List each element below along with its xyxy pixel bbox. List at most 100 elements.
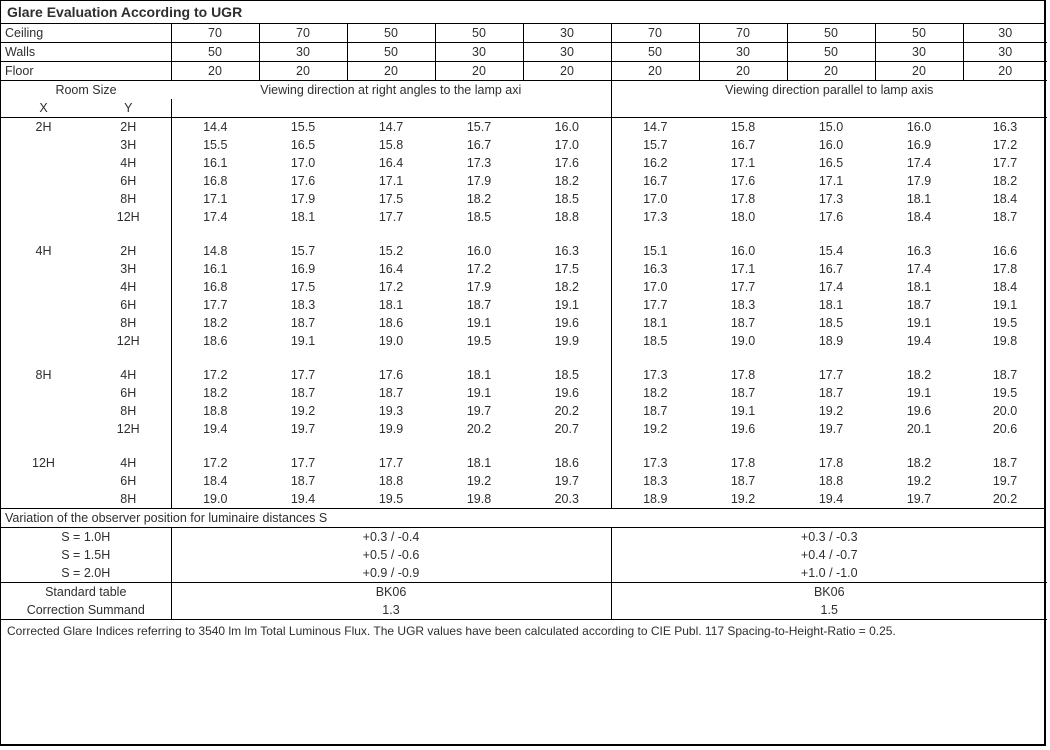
ugr-value-parallel: 18.2 (963, 172, 1047, 190)
variation-value-parallel: +0.3 / -0.3 (611, 528, 1047, 546)
ugr-value-parallel: 18.8 (787, 472, 875, 490)
ugr-value-right: 19.3 (347, 402, 435, 420)
ugr-value-right: 17.7 (347, 454, 435, 472)
y-value: 6H (86, 384, 171, 402)
data-row: 3H16.116.916.417.217.516.317.116.717.417… (1, 260, 1047, 278)
header-row: Walls50305030305030503030 (1, 43, 1047, 62)
data-row: 4H16.817.517.217.918.217.017.717.418.118… (1, 278, 1047, 296)
ugr-value-parallel: 19.1 (699, 402, 787, 420)
ugr-value-right: 16.8 (171, 172, 259, 190)
header-cell: 70 (259, 24, 347, 43)
ugr-value-right: 15.5 (171, 136, 259, 154)
y-value: 4H (86, 154, 171, 172)
ugr-value-right: 19.0 (171, 490, 259, 508)
variation-distance: S = 1.0H (1, 528, 171, 546)
ugr-value-parallel: 14.7 (611, 118, 699, 136)
ugr-value-parallel: 17.0 (611, 278, 699, 296)
ugr-value-parallel: 17.1 (699, 260, 787, 278)
ugr-value-right: 19.2 (259, 402, 347, 420)
ugr-value-right: 17.5 (259, 278, 347, 296)
ugr-value-right: 17.2 (171, 366, 259, 384)
standard-table-value-b: BK06 (611, 583, 1047, 601)
ugr-value-right: 17.7 (259, 366, 347, 384)
ugr-value-parallel: 19.7 (875, 490, 963, 508)
x-value (1, 472, 86, 490)
y-value: 4H (86, 454, 171, 472)
ugr-value-right: 16.3 (523, 242, 611, 260)
view-parallel-label: Viewing direction parallel to lamp axis (611, 81, 1047, 99)
ugr-value-parallel: 18.2 (611, 384, 699, 402)
standard-table-label: Standard table (1, 583, 171, 601)
y-value: 6H (86, 472, 171, 490)
x-value (1, 296, 86, 314)
ugr-value-right: 19.4 (259, 490, 347, 508)
ugr-value-parallel: 16.2 (611, 154, 699, 172)
table-title: Glare Evaluation According to UGR (1, 1, 1044, 24)
ugr-value-parallel: 19.6 (875, 402, 963, 420)
variation-row: S = 1.0H+0.3 / -0.4+0.3 / -0.3 (1, 528, 1047, 546)
ugr-value-parallel: 16.6 (963, 242, 1047, 260)
ugr-value-right: 18.6 (347, 314, 435, 332)
ugr-value-right: 18.2 (171, 384, 259, 402)
ugr-value-right: 17.2 (347, 278, 435, 296)
ugr-value-right: 19.6 (523, 384, 611, 402)
header-cell: 30 (875, 43, 963, 62)
header-cell: 20 (875, 62, 963, 81)
header-cell: 20 (611, 62, 699, 81)
header-row-label: Walls (1, 43, 171, 62)
ugr-value-right: 18.6 (523, 454, 611, 472)
ugr-value-right: 16.0 (523, 118, 611, 136)
ugr-value-right: 16.9 (259, 260, 347, 278)
y-value: 8H (86, 490, 171, 508)
ugr-value-parallel: 15.0 (787, 118, 875, 136)
ugr-value-right: 19.5 (435, 332, 523, 350)
ugr-value-right: 19.5 (347, 490, 435, 508)
ugr-value-parallel: 17.3 (787, 190, 875, 208)
ugr-value-right: 19.8 (435, 490, 523, 508)
ugr-value-right: 20.3 (523, 490, 611, 508)
y-label: Y (86, 99, 171, 118)
ugr-value-parallel: 16.7 (699, 136, 787, 154)
data-row: 8H18.819.219.319.720.218.719.119.219.620… (1, 402, 1047, 420)
ugr-value-parallel: 18.3 (699, 296, 787, 314)
ugr-value-parallel: 17.3 (611, 454, 699, 472)
ugr-value-parallel: 19.1 (875, 384, 963, 402)
header-cell: 50 (611, 43, 699, 62)
ugr-value-parallel: 17.0 (611, 190, 699, 208)
ugr-value-parallel: 18.0 (699, 208, 787, 226)
ugr-value-right: 19.1 (259, 332, 347, 350)
ugr-value-right: 17.9 (259, 190, 347, 208)
header-cell: 30 (963, 24, 1047, 43)
ugr-value-parallel: 18.1 (875, 190, 963, 208)
ugr-value-right: 14.8 (171, 242, 259, 260)
ugr-value-parallel: 18.1 (787, 296, 875, 314)
header-row-label: Floor (1, 62, 171, 81)
ugr-value-right: 18.7 (259, 384, 347, 402)
ugr-value-parallel: 17.3 (611, 366, 699, 384)
standard-correction-table: Standard table BK06 BK06 Correction Summ… (1, 583, 1047, 620)
variation-value-parallel: +1.0 / -1.0 (611, 564, 1047, 583)
ugr-value-parallel: 19.1 (963, 296, 1047, 314)
ugr-value-right: 17.7 (171, 296, 259, 314)
header-cell: 20 (963, 62, 1047, 81)
x-value (1, 154, 86, 172)
ugr-value-right: 18.2 (523, 172, 611, 190)
ugr-value-right: 18.2 (171, 314, 259, 332)
ugr-value-parallel: 15.1 (611, 242, 699, 260)
data-row: 8H19.019.419.519.820.318.919.219.419.720… (1, 490, 1047, 508)
variation-table: S = 1.0H+0.3 / -0.4+0.3 / -0.3S = 1.5H+0… (1, 528, 1047, 583)
ugr-value-parallel: 17.7 (787, 366, 875, 384)
ugr-value-parallel: 20.0 (963, 402, 1047, 420)
data-row: 8H4H17.217.717.618.118.517.317.817.718.2… (1, 366, 1047, 384)
ugr-value-right: 20.2 (435, 420, 523, 438)
ugr-value-right: 18.2 (435, 190, 523, 208)
variation-distance: S = 2.0H (1, 564, 171, 583)
y-value: 6H (86, 296, 171, 314)
ugr-value-right: 20.2 (523, 402, 611, 420)
ugr-value-parallel: 18.2 (875, 366, 963, 384)
ugr-value-parallel: 19.5 (963, 384, 1047, 402)
ugr-value-right: 16.1 (171, 260, 259, 278)
ugr-value-right: 18.7 (259, 314, 347, 332)
ugr-value-parallel: 16.0 (875, 118, 963, 136)
ugr-value-right: 19.0 (347, 332, 435, 350)
